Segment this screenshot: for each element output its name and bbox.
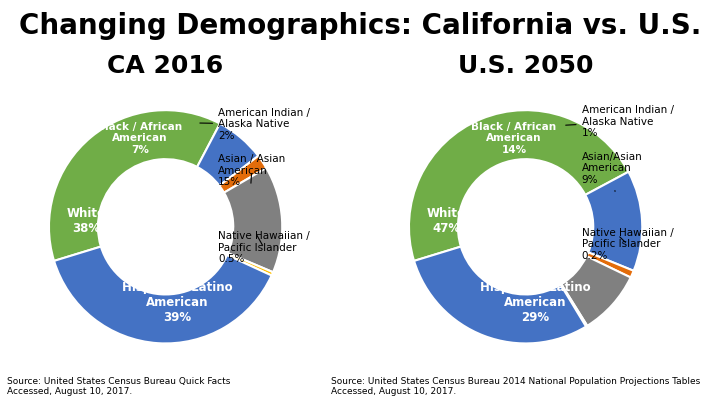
Wedge shape [54, 247, 271, 343]
Text: Native Hawaiian /
Pacific Islander
0.5%: Native Hawaiian / Pacific Islander 0.5% [218, 231, 310, 264]
Text: Black / African
American
7%: Black / African American 7% [97, 122, 182, 155]
Wedge shape [414, 247, 586, 343]
Title: U.S. 2050: U.S. 2050 [458, 54, 593, 78]
Wedge shape [49, 110, 220, 261]
Text: Asian/Asian
American
9%: Asian/Asian American 9% [582, 152, 642, 192]
Text: Hispanic / Latino
American
39%: Hispanic / Latino American 39% [122, 281, 233, 324]
Text: American Indian /
Alaska Native
2%: American Indian / Alaska Native 2% [200, 108, 310, 141]
Text: Native Hawaiian /
Pacific Islander
0.2%: Native Hawaiian / Pacific Islander 0.2% [582, 228, 673, 261]
Text: Changing Demographics: California vs. U.S.: Changing Demographics: California vs. U.… [19, 12, 701, 40]
Wedge shape [562, 256, 631, 326]
Text: Hispanic / Latino
American
29%: Hispanic / Latino American 29% [480, 281, 590, 324]
Text: White
38%: White 38% [67, 207, 106, 235]
Wedge shape [220, 156, 266, 193]
Text: Source: United States Census Bureau Quick Facts
Accessed, August 10, 2017.: Source: United States Census Bureau Quic… [7, 377, 230, 396]
Wedge shape [224, 168, 282, 272]
Text: White
47%: White 47% [427, 207, 466, 235]
Wedge shape [409, 110, 629, 261]
Text: American Indian /
Alaska Native
1%: American Indian / Alaska Native 1% [566, 105, 674, 139]
Wedge shape [197, 124, 258, 186]
Text: Source: United States Census Bureau 2014 National Population Projections Tables
: Source: United States Census Bureau 2014… [331, 377, 701, 396]
Wedge shape [585, 172, 642, 271]
Text: Black / African
American
14%: Black / African American 14% [472, 122, 557, 155]
Wedge shape [561, 284, 588, 326]
Wedge shape [227, 253, 273, 275]
Wedge shape [587, 252, 634, 277]
Title: CA 2016: CA 2016 [107, 54, 224, 78]
Text: Asian / Asian
American
15%: Asian / Asian American 15% [218, 154, 285, 188]
